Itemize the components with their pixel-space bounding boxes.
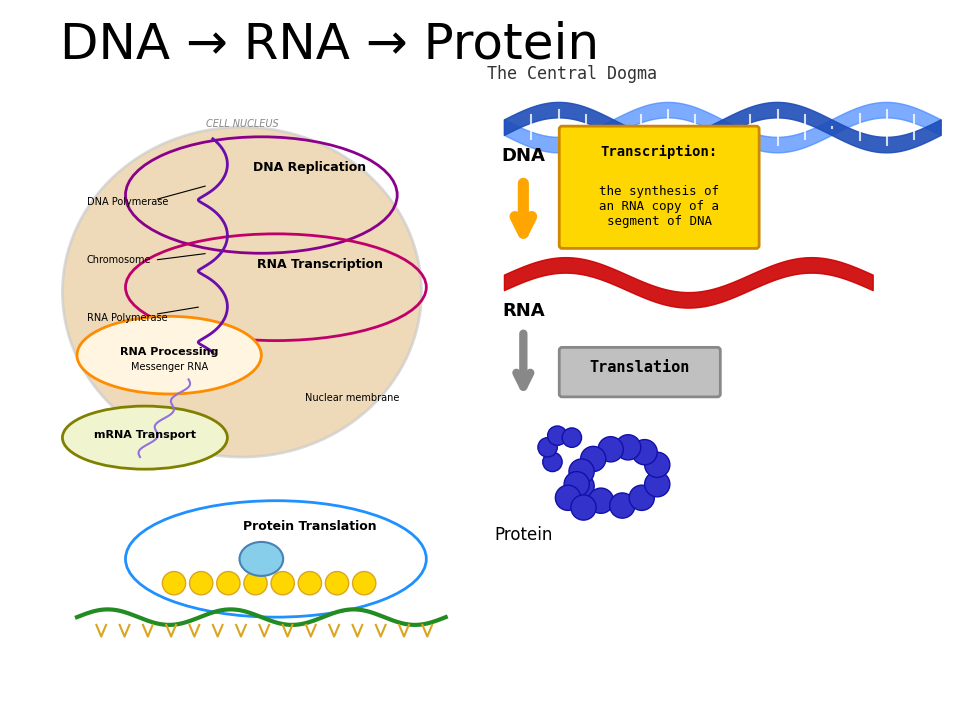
- Text: Translation: Translation: [589, 360, 690, 374]
- Text: the synthesis of
an RNA copy of a
segment of DNA: the synthesis of an RNA copy of a segmen…: [599, 185, 719, 228]
- Text: Chromosome: Chromosome: [86, 255, 151, 265]
- Text: DNA Polymerase: DNA Polymerase: [86, 197, 168, 207]
- Circle shape: [598, 436, 623, 462]
- Circle shape: [564, 472, 589, 497]
- Circle shape: [556, 485, 581, 510]
- Circle shape: [217, 572, 240, 595]
- Text: Protein Translation: Protein Translation: [243, 520, 376, 533]
- Circle shape: [571, 495, 596, 520]
- Ellipse shape: [77, 316, 261, 394]
- Circle shape: [615, 435, 640, 460]
- Text: RNA: RNA: [502, 302, 544, 320]
- Circle shape: [588, 488, 613, 513]
- Circle shape: [162, 572, 185, 595]
- Text: Nuclear membrane: Nuclear membrane: [305, 392, 399, 402]
- Circle shape: [244, 572, 267, 595]
- Circle shape: [547, 426, 567, 446]
- Circle shape: [352, 572, 376, 595]
- Circle shape: [629, 485, 655, 510]
- Ellipse shape: [62, 127, 421, 457]
- Text: Messenger RNA: Messenger RNA: [131, 361, 207, 372]
- Text: DNA → RNA → Protein: DNA → RNA → Protein: [60, 21, 599, 68]
- Text: mRNA Transport: mRNA Transport: [94, 430, 196, 440]
- FancyBboxPatch shape: [560, 126, 759, 248]
- Circle shape: [299, 572, 322, 595]
- Text: The Central Dogma: The Central Dogma: [487, 65, 657, 83]
- Circle shape: [644, 452, 670, 477]
- Text: RNA Polymerase: RNA Polymerase: [86, 313, 167, 323]
- Text: DNA: DNA: [501, 147, 545, 165]
- Circle shape: [542, 452, 563, 472]
- Circle shape: [189, 572, 213, 595]
- Ellipse shape: [239, 542, 283, 576]
- Circle shape: [632, 440, 658, 465]
- FancyBboxPatch shape: [560, 347, 720, 397]
- Text: DNA Replication: DNA Replication: [253, 161, 367, 174]
- Text: Protein: Protein: [494, 526, 553, 544]
- Circle shape: [581, 446, 606, 472]
- Text: RNA Transcription: RNA Transcription: [256, 258, 383, 271]
- Circle shape: [569, 459, 594, 485]
- Circle shape: [538, 438, 558, 457]
- Circle shape: [610, 493, 635, 518]
- Circle shape: [569, 474, 594, 499]
- Circle shape: [271, 572, 295, 595]
- Text: Transcription:: Transcription:: [601, 145, 718, 159]
- Circle shape: [563, 428, 582, 447]
- Ellipse shape: [62, 406, 228, 469]
- Circle shape: [325, 572, 348, 595]
- Circle shape: [644, 472, 670, 497]
- Text: RNA Processing: RNA Processing: [120, 347, 218, 357]
- Text: CELL NUCLEUS: CELL NUCLEUS: [205, 119, 278, 129]
